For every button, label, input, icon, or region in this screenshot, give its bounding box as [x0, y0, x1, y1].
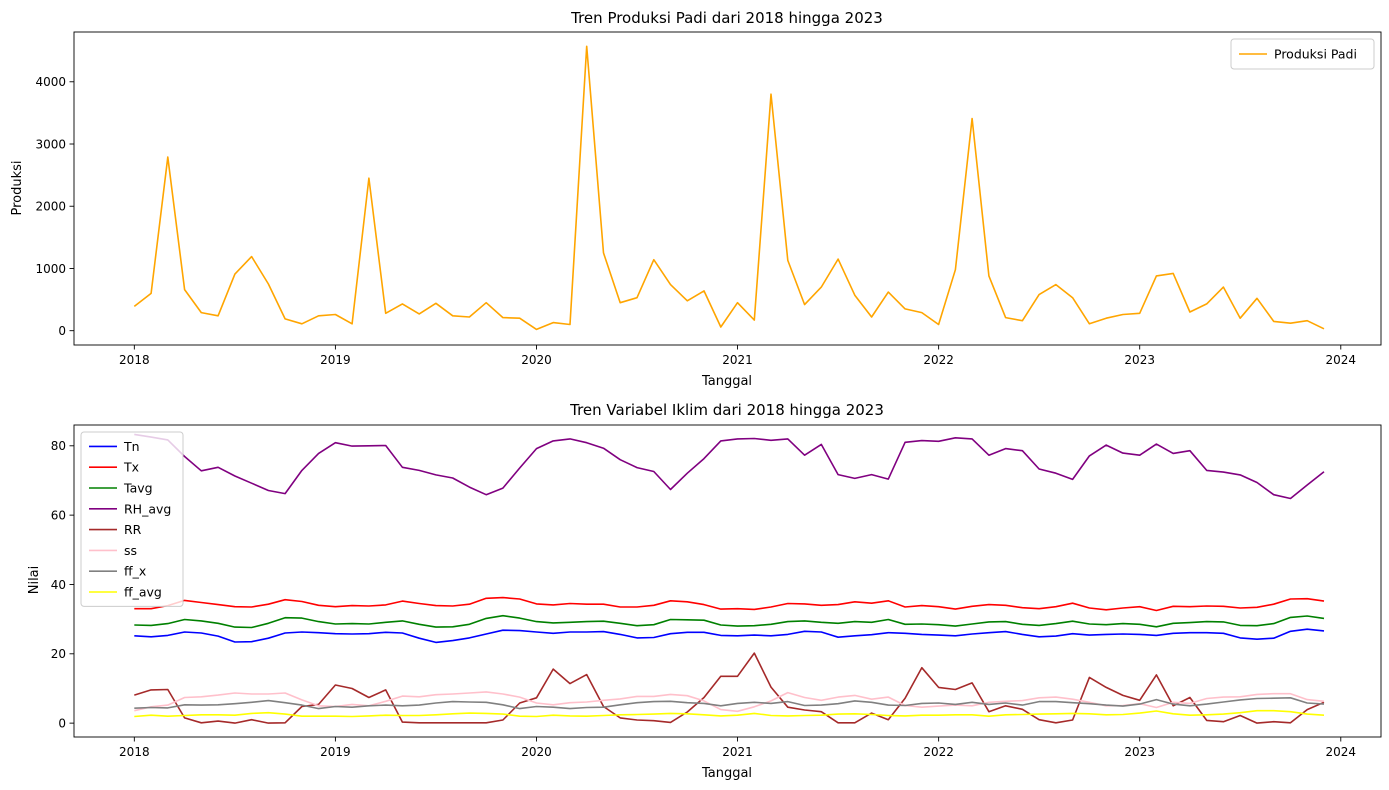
climate-series-line-rh-avg: [134, 433, 1325, 500]
climate-y-tick-label: 40: [51, 578, 66, 592]
climate-legend-label-ff-x: ff_x: [124, 564, 146, 579]
production-legend-box: [1230, 38, 1375, 70]
climate-series-line-ff-x: [134, 696, 1325, 710]
climate-legend-label-rh-avg: RH_avg: [124, 501, 171, 516]
production-y-tick-label: 1000: [35, 262, 66, 276]
production-series-group: [133, 45, 1325, 331]
climate-chart: Tren Variabel Iklim dari 2018 hingga 202…: [27, 401, 1382, 781]
climate-x-axis-label: Tanggal: [701, 766, 752, 781]
production-y-tick-label: 2000: [35, 200, 66, 214]
climate-series-line-tx: [134, 596, 1325, 612]
climate-legend-label-tavg: Tavg: [123, 481, 153, 496]
climate-y-tick-label: 20: [51, 647, 66, 661]
production-x-tick-label: 2021: [722, 353, 753, 367]
production-x-tick-label: 2018: [119, 353, 150, 367]
climate-chart-title: Tren Variabel Iklim dari 2018 hingga 202…: [569, 401, 884, 419]
climate-legend-label-tx: Tx: [123, 460, 139, 475]
climate-legend-label-ss: ss: [124, 543, 137, 558]
production-x-tick-label: 2019: [320, 353, 351, 367]
climate-x-tick-label: 2019: [320, 745, 351, 759]
climate-legend-box: [80, 431, 184, 607]
production-x-tick-label: 2023: [1124, 353, 1155, 367]
climate-legend: Tn Tx Tavg RH_avg RR ss ff_x ff_avg: [80, 431, 184, 607]
production-plot-frame: [73, 31, 1382, 346]
production-chart: Tren Produksi Padi dari 2018 hingga 2023…: [10, 9, 1382, 389]
production-x-tick-label: 2024: [1326, 353, 1357, 367]
production-legend-label-produksi-padi: Produksi Padi: [1274, 47, 1357, 62]
production-x-tick-label: 2022: [923, 353, 954, 367]
production-y-tick-label: 3000: [35, 137, 66, 151]
climate-series-line-rr: [134, 652, 1325, 724]
production-legend: Produksi Padi: [1230, 38, 1375, 70]
climate-x-tick-label: 2024: [1326, 745, 1357, 759]
production-y-tick-label: 0: [58, 324, 66, 338]
climate-series-line-tn: [134, 628, 1325, 644]
climate-series-line-ss: [134, 691, 1325, 713]
climate-legend-label-ff-avg: ff_avg: [124, 585, 162, 600]
climate-series-group: [134, 433, 1325, 724]
production-y-axis-label: Produksi: [10, 160, 25, 215]
production-chart-title: Tren Produksi Padi dari 2018 hingga 2023: [570, 9, 883, 27]
climate-x-tick-label: 2021: [722, 745, 753, 759]
production-y-tick-label: 4000: [35, 75, 66, 89]
climate-legend-label-rr: RR: [124, 522, 142, 537]
climate-x-tick-label: 2020: [521, 745, 552, 759]
production-x-tick-label: 2020: [521, 353, 552, 367]
production-x-axis-label: Tanggal: [701, 374, 752, 389]
climate-x-tick-label: 2018: [119, 745, 150, 759]
climate-series-line-tavg: [134, 614, 1325, 629]
climate-y-axis-label: Nilai: [27, 566, 42, 595]
climate-legend-label-tn: Tn: [123, 439, 140, 454]
climate-x-tick-label: 2022: [923, 745, 954, 759]
climate-x-tick-label: 2023: [1124, 745, 1155, 759]
climate-y-tick-label: 80: [51, 439, 66, 453]
climate-y-tick-label: 0: [58, 716, 66, 730]
climate-y-tick-label: 60: [51, 508, 66, 522]
climate-series-line-ff-avg: [134, 709, 1325, 718]
climate-plot-frame: [73, 424, 1382, 738]
production-series-line-produksi-padi: [133, 45, 1325, 331]
